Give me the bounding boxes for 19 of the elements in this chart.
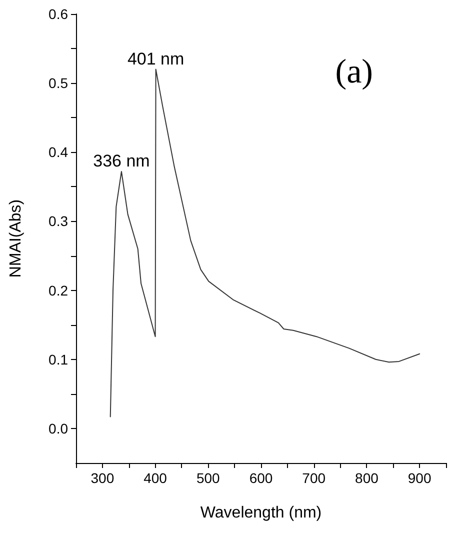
y-tick-label: 0.0	[48, 420, 68, 436]
y-tick-label: 0.5	[48, 75, 68, 92]
x-tick-label: 800	[355, 470, 379, 486]
annotation: (a)	[335, 54, 374, 90]
x-tick-label: 300	[90, 470, 114, 486]
x-axis-title: Wavelength (nm)	[200, 504, 322, 522]
x-tick-label: 500	[196, 470, 220, 486]
x-tick-label: 700	[302, 470, 326, 486]
annotation: 401 nm	[127, 49, 184, 68]
y-tick-label: 0.2	[48, 282, 68, 298]
annotation: 336 nm	[93, 151, 150, 170]
x-tick-label: 900	[408, 470, 432, 486]
x-tick-label: 400	[144, 470, 168, 486]
y-tick-label: 0.4	[48, 144, 68, 160]
y-tick-label: 0.1	[48, 351, 68, 368]
y-axis-title: NMAI(Abs)	[8, 199, 24, 278]
y-tick-label: 0.3	[48, 213, 68, 230]
y-tick-label: 0.6	[48, 6, 68, 22]
x-tick-label: 600	[249, 470, 273, 486]
